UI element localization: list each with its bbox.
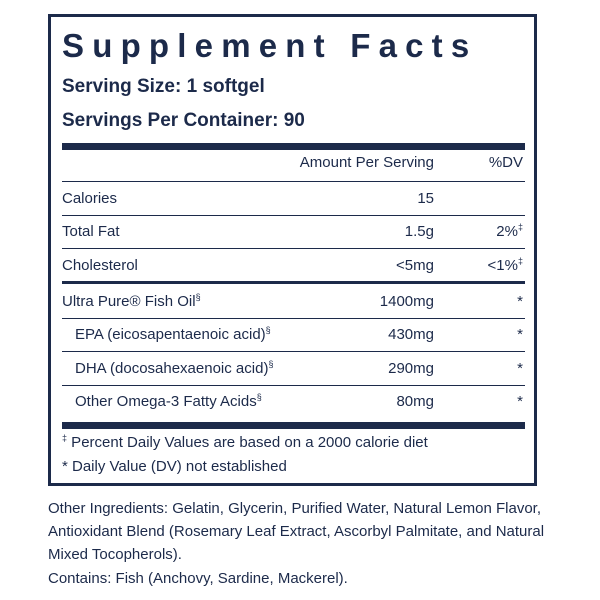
divider [62,385,525,386]
row-fish-oil-name: Ultra Pure® Fish Oil§ [62,292,201,311]
row-cholesterol-amount: <5mg [396,257,434,274]
thick-divider-top [62,143,525,150]
divider [62,181,525,182]
footnote-percent-dv: ‡ Percent Daily Values are based on a 20… [62,433,428,452]
divider [62,318,525,319]
row-epa-amount: 430mg [388,326,434,343]
supplement-facts-panel [48,14,537,486]
row-cholesterol-dv: <1%‡ [487,256,523,275]
row-fish-oil-dv: * [517,293,523,310]
divider [62,215,525,216]
row-dha-amount: 290mg [388,360,434,377]
row-epa-dv: * [517,326,523,343]
header-dv: %DV [488,154,523,171]
row-fish-oil-amount: 1400mg [379,293,434,310]
row-cholesterol-name: Cholesterol [62,257,138,274]
other-ingredients: Other Ingredients: Gelatin, Glycerin, Pu… [48,500,545,563]
row-calories-name: Calories [62,190,118,207]
row-omega3-name: Other Omega-3 Fatty Acids§ [75,392,262,411]
row-total-fat-amount: 1.5g [404,223,434,240]
row-epa-name: EPA (eicosapentaenoic acid)§ [75,325,271,344]
header-amount: Amount Per Serving [299,154,434,171]
divider [62,248,525,249]
row-omega3-dv: * [517,393,523,410]
row-total-fat-name: Total Fat [62,223,120,240]
row-omega3-amount: 80mg [396,393,434,410]
contains-allergens: Contains: Fish (Anchovy, Sardine, Macker… [48,570,348,587]
row-dha-dv: * [517,360,523,377]
serving-size: Serving Size: 1 softgel [62,76,265,97]
footnote-dv-not-established: * Daily Value (DV) not established [62,458,287,475]
row-calories-amount: 15 [417,190,434,207]
divider [62,351,525,352]
panel-title: Supplement Facts [62,27,478,64]
row-total-fat-dv: 2%‡ [496,222,523,241]
servings-per-container: Servings Per Container: 90 [62,110,305,131]
thick-divider-bottom [62,422,525,429]
medium-divider [62,281,525,284]
row-dha-name: DHA (docosahexaenoic acid)§ [75,359,274,378]
